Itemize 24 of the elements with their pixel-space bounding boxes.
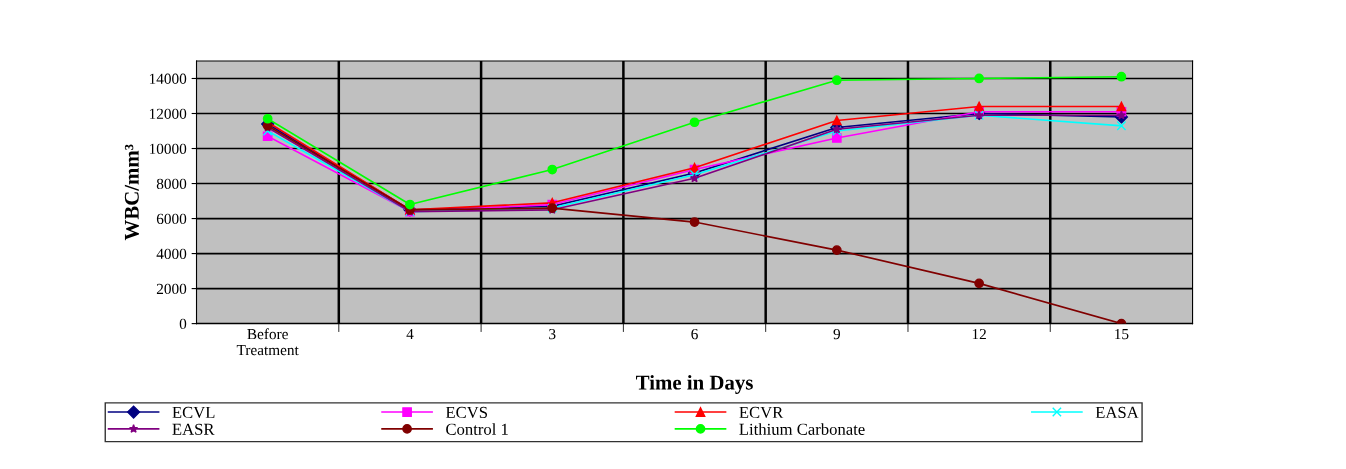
x-tick-label: 15	[1115, 328, 1129, 340]
x-tick-label: Before Treatment	[236, 328, 299, 356]
legend-label: EASR	[172, 423, 215, 435]
y-tick-label: 2000	[156, 283, 187, 295]
y-tick-label: 4000	[156, 248, 187, 260]
x-tick-label: 3	[549, 328, 556, 340]
y-tick-label: 10000	[149, 143, 187, 154]
x-axis-title: Time in Days	[636, 374, 753, 394]
x-tick-label: 4	[406, 329, 414, 340]
x-tick-label: 6	[691, 328, 698, 340]
y-tick-label: 0	[179, 318, 187, 330]
y-tick-label: 6000	[156, 213, 187, 225]
x-tick-label: 12	[972, 328, 986, 340]
legend-label: ECVR	[739, 406, 784, 419]
x-tick-label: 9	[833, 328, 841, 340]
legend-label: EASA	[1095, 406, 1139, 419]
y-tick-label: 14000	[149, 73, 187, 84]
legend-label: ECVL	[172, 406, 215, 419]
y-axis-title: WBC/mm³	[124, 144, 139, 241]
legend-label: ECVS	[445, 406, 487, 419]
y-tick-label: 12000	[149, 108, 187, 119]
y-tick-label: 8000	[156, 178, 187, 189]
legend-label: Lithium Carbonate	[739, 423, 865, 435]
legend-label: Control 1	[446, 423, 508, 435]
